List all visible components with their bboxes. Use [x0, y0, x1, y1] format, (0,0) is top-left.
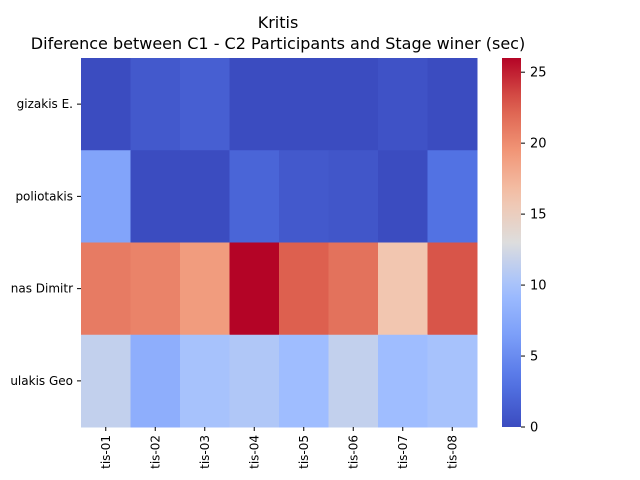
x-tick-label: tis-06: [346, 435, 360, 469]
heatmap-cell: [378, 242, 428, 336]
heatmap-cell: [229, 334, 280, 428]
heatmap-cell: [81, 334, 131, 428]
x-axis: tis-01 tis-02 tis-03 tis-04 tis-05 tis-06 tis-…: [99, 427, 459, 469]
heatmap-cell: [81, 150, 131, 243]
colorbar: 0 5 10 15 20 25: [502, 58, 547, 436]
y-tick-label: poliotakis: [15, 189, 73, 203]
colorbar-tick-label: 15: [530, 208, 547, 223]
heatmap-cell: [180, 58, 230, 151]
x-tick-label: tis-03: [198, 435, 212, 469]
heatmap-cell: [180, 150, 230, 243]
x-tick-label: tis-07: [396, 435, 410, 469]
heatmap-cell: [427, 334, 478, 428]
heatmap-cell: [427, 150, 478, 243]
x-tick-label: tis-08: [445, 435, 459, 469]
heatmap-cell: [378, 150, 428, 243]
heatmap-cell: [378, 58, 428, 151]
x-tick-label: tis-01: [99, 435, 113, 469]
heatmap-cell: [130, 242, 181, 336]
y-tick-label: ulakis Geo: [10, 374, 73, 388]
heatmap-cell: [180, 334, 230, 428]
chart-subtitle: Diference between C1 - C2 Participants a…: [31, 34, 525, 53]
heatmap-cell: [279, 58, 329, 151]
heatmap-cell: [427, 242, 478, 336]
heatmap-cell: [279, 150, 329, 243]
x-tick-label: tis-05: [297, 435, 311, 469]
heatmap-cell: [328, 242, 379, 336]
colorbar-tick-label: 5: [530, 350, 538, 365]
heatmap-cell: [328, 58, 379, 151]
colorbar-tick-label: 20: [530, 137, 547, 152]
colorbar-tick-label: 10: [530, 279, 547, 294]
heatmap-cell: [180, 242, 230, 336]
chart-title: Kritis: [258, 13, 299, 32]
heatmap-cell: [328, 150, 379, 243]
heatmap-cell: [81, 242, 131, 336]
colorbar-gradient: [502, 58, 521, 427]
heatmap-cell: [130, 58, 181, 151]
y-axis: gizakis E. poliotakis nas Dimitr ulakis Geo: [10, 97, 81, 388]
colorbar-tick-label: 25: [530, 66, 547, 81]
y-tick-label: nas Dimitr: [11, 282, 73, 296]
x-tick-label: tis-04: [247, 435, 261, 469]
heatmap-cell: [279, 242, 329, 336]
heatmap-cell: [229, 150, 280, 243]
heatmap-cell: [130, 150, 181, 243]
y-tick-label: gizakis E.: [17, 97, 73, 111]
heatmap-cell: [427, 58, 478, 151]
heatmap-cell: [229, 58, 280, 151]
heatmap-cell: [130, 334, 181, 428]
heatmap-cell: [229, 242, 280, 336]
heatmap-cells: [81, 58, 478, 428]
colorbar-tick-label: 0: [530, 421, 538, 436]
heatmap-cell: [378, 334, 428, 428]
heatmap-cell: [279, 334, 329, 428]
heatmap-cell: [81, 58, 131, 151]
x-tick-label: tis-02: [148, 435, 162, 469]
heatmap-cell: [328, 334, 379, 428]
